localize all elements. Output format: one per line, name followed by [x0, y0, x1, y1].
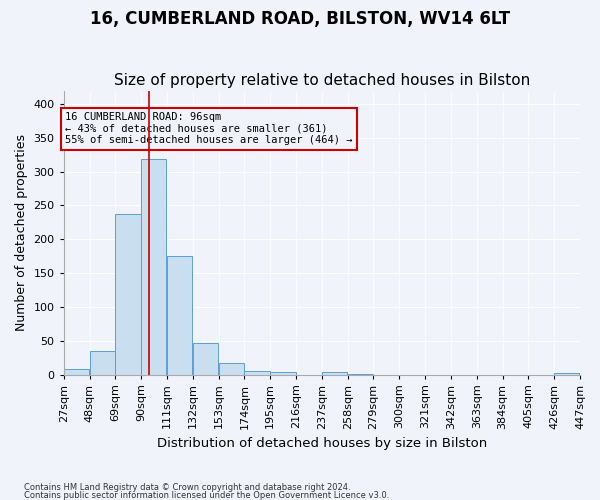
Text: 16, CUMBERLAND ROAD, BILSTON, WV14 6LT: 16, CUMBERLAND ROAD, BILSTON, WV14 6LT	[90, 10, 510, 28]
Bar	[115, 214, 140, 374]
Bar	[554, 373, 580, 374]
Bar	[322, 372, 347, 374]
Bar	[270, 372, 296, 374]
Title: Size of property relative to detached houses in Bilston: Size of property relative to detached ho…	[114, 73, 530, 88]
Text: 16 CUMBERLAND ROAD: 96sqm
← 43% of detached houses are smaller (361)
55% of semi: 16 CUMBERLAND ROAD: 96sqm ← 43% of detac…	[65, 112, 352, 146]
Bar	[167, 256, 192, 374]
Bar	[244, 371, 270, 374]
Y-axis label: Number of detached properties: Number of detached properties	[15, 134, 28, 331]
Bar	[218, 363, 244, 374]
Text: Contains public sector information licensed under the Open Government Licence v3: Contains public sector information licen…	[24, 490, 389, 500]
Bar	[89, 351, 115, 374]
Text: Contains HM Land Registry data © Crown copyright and database right 2024.: Contains HM Land Registry data © Crown c…	[24, 483, 350, 492]
X-axis label: Distribution of detached houses by size in Bilston: Distribution of detached houses by size …	[157, 437, 487, 450]
Bar	[141, 159, 166, 374]
Bar	[64, 369, 89, 374]
Bar	[193, 344, 218, 374]
